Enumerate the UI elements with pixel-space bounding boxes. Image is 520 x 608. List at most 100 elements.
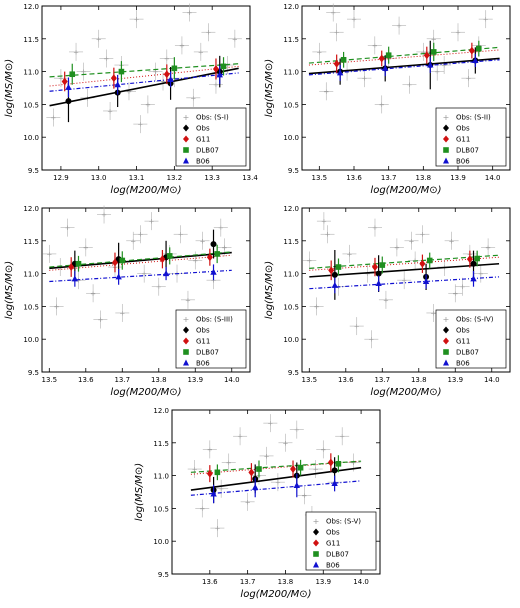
legend-marker-b06 xyxy=(443,359,449,366)
y-tick-label: 9.5 xyxy=(158,571,169,579)
legend-marker-dlb07 xyxy=(183,349,189,355)
point-g11 xyxy=(212,64,219,73)
obs-scatter-point: + xyxy=(301,492,307,500)
point-b06 xyxy=(470,275,477,282)
obs-scatter-point: + xyxy=(205,29,211,37)
legend-marker-g11 xyxy=(443,337,449,345)
legend-marker-g11 xyxy=(313,539,319,547)
obs-scatter-point: + xyxy=(460,283,466,291)
obs-scatter-point: + xyxy=(347,250,353,258)
point-g11 xyxy=(333,59,340,68)
y-tick-label: 11.0 xyxy=(23,271,39,279)
legend-marker-dlb07 xyxy=(443,147,449,153)
point-g11 xyxy=(163,70,170,79)
x-tick-label: 13.7 xyxy=(381,174,397,182)
legend-label: G11 xyxy=(196,136,210,144)
point-g11 xyxy=(419,259,426,268)
chart-panel-s1: 9.5 10.0 10.5 11.0 11.5 12.0 12.9 13.0 13.1 13.2 1… xyxy=(0,0,260,204)
obs-scatter-point: + xyxy=(153,68,159,76)
y-tick-label: 11.5 xyxy=(23,36,39,44)
point-g11 xyxy=(206,469,213,478)
y-tick-label: 12.0 xyxy=(283,205,299,213)
legend-label: DLB07 xyxy=(196,349,219,357)
obs-scatter-point: + xyxy=(361,75,367,83)
legend-label: Obs xyxy=(326,529,340,537)
obs-scatter-point: + xyxy=(126,88,132,96)
obs-scatter-point: + xyxy=(401,277,407,285)
fit-line-dlb07 xyxy=(49,251,232,268)
point-g11 xyxy=(68,263,75,272)
x-tick-label: 14.0 xyxy=(484,376,500,384)
obs-scatter-point: + xyxy=(316,48,322,56)
obs-scatter-point: + xyxy=(320,446,326,454)
point-b06 xyxy=(216,71,223,78)
x-tick-label: 13.9 xyxy=(315,578,331,586)
obs-scatter-point: + xyxy=(207,446,213,454)
point-dlb07 xyxy=(256,466,262,472)
chart-panel-s5: 9.5 10.0 10.5 11.0 11.5 12.0 13.6 13.7 13.8 13.9 1… xyxy=(130,404,390,608)
y-tick-label: 10.0 xyxy=(23,134,39,142)
legend-label: G11 xyxy=(456,338,470,346)
legend-marker-dlb07 xyxy=(443,349,449,355)
y-tick-label: 10.5 xyxy=(283,101,299,109)
x-axis-label: log(M200/M⊙) xyxy=(110,387,181,398)
legend-marker-obs xyxy=(443,326,449,334)
legend-marker-b06 xyxy=(183,359,189,366)
obs-scatter-point: + xyxy=(232,35,238,43)
x-tick-label: 13.8 xyxy=(151,376,167,384)
obs-scatter-point: + xyxy=(90,290,96,298)
chart-panel-s4: 9.5 10.0 10.5 11.0 11.5 12.0 13.5 13.6 13.7 13.8 1… xyxy=(260,202,520,406)
point-obs xyxy=(331,467,338,474)
point-dlb07 xyxy=(220,63,227,70)
y-tick-label: 10.5 xyxy=(283,303,299,311)
legend-label: Obs xyxy=(196,125,210,133)
obs-scatter-point: + xyxy=(101,211,107,219)
obs-scatter-point: + xyxy=(65,224,71,232)
point-g11 xyxy=(328,266,335,275)
x-tick-label: 13.9 xyxy=(187,376,203,384)
obs-scatter-point: + xyxy=(226,459,232,467)
legend-label: Obs xyxy=(456,125,470,133)
chart-s2: 9.5 10.0 10.5 11.0 11.5 12.0 13.5 13.6 13.7 13.8 1… xyxy=(264,3,511,196)
point-b06 xyxy=(422,277,430,284)
point-g11 xyxy=(110,74,117,83)
point-b06 xyxy=(65,83,72,90)
point-b06 xyxy=(382,64,389,71)
point-obs xyxy=(210,241,217,248)
legend-label: Obs: (S-I) xyxy=(196,114,229,122)
legend-marker-g11 xyxy=(443,135,449,143)
obs-scatter-point: + xyxy=(323,88,329,96)
point-dlb07 xyxy=(119,257,126,264)
obs-scatter-point: + xyxy=(96,35,102,43)
point-g11 xyxy=(111,258,118,267)
x-tick-label: 12.9 xyxy=(53,174,69,182)
obs-scatter-point: + xyxy=(314,303,320,311)
point-b06 xyxy=(252,483,259,490)
obs-scatter-point: + xyxy=(379,101,385,109)
point-b06 xyxy=(115,273,122,280)
legend-box xyxy=(175,107,247,167)
obs-scatter-point: + xyxy=(76,277,82,285)
obs-scatter-point: + xyxy=(58,75,64,83)
obs-scatter-point: + xyxy=(149,218,155,226)
chart-panel-s3: 9.5 10.0 10.5 11.0 11.5 12.0 13.5 13.6 13.7 13.8 1… xyxy=(0,202,260,406)
point-dlb07 xyxy=(430,49,437,55)
legend-marker-scatter: + xyxy=(443,113,450,122)
point-dlb07 xyxy=(166,253,173,259)
y-tick-label: 12.0 xyxy=(23,3,39,11)
legend-label: DLB07 xyxy=(456,147,479,155)
point-b06 xyxy=(472,56,479,63)
legend-label: Obs xyxy=(456,327,470,335)
obs-scatter-point: + xyxy=(383,296,389,304)
obs-scatter-point: + xyxy=(199,505,205,513)
chart-s4: 9.5 10.0 10.5 11.0 11.5 12.0 13.5 13.6 13.7 13.8 1… xyxy=(264,205,511,398)
obs-scatter-point: + xyxy=(190,94,196,102)
legend-label: Obs: (S-V) xyxy=(326,518,361,526)
legend-box xyxy=(435,107,507,167)
y-tick-label: 11.0 xyxy=(23,69,39,77)
obs-scatter-point: + xyxy=(419,231,425,239)
point-g11 xyxy=(159,255,166,264)
legend-box xyxy=(305,511,377,571)
legend-marker-scatter: + xyxy=(183,315,190,324)
legend-marker-obs xyxy=(443,124,449,132)
